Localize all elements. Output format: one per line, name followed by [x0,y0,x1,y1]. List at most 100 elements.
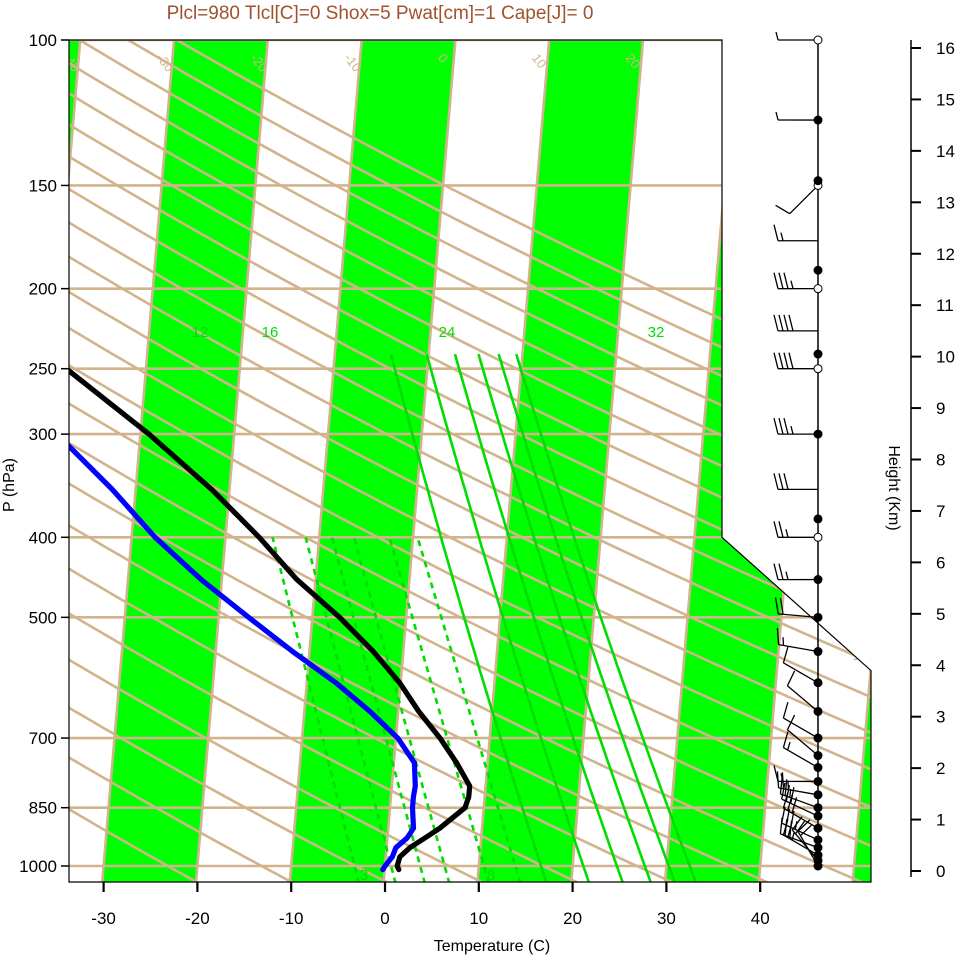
mixing-ratio-solid [515,353,698,882]
wind-barb [782,646,819,684]
mixing-ratio-dashed [271,536,361,882]
wind-barb [782,731,819,769]
plot-frame [68,39,872,883]
height-tick-label: 8 [936,451,945,470]
dry-adiabat-line [69,40,616,882]
wind-barb [773,314,819,332]
height-tick-label: 2 [936,759,945,778]
wind-barb [774,597,819,618]
wind-barb [773,473,818,491]
wind-level-dot [813,647,823,657]
x-tick-label: 20 [563,909,582,928]
isotherm-line [755,40,836,882]
height-tick-label: 13 [936,193,955,212]
mixing-ratio-solid [497,353,677,882]
temperature-band [288,40,459,882]
wind-barb [773,521,819,538]
dry-adiabat-line [69,40,871,882]
dry-adiabat-line [69,40,871,882]
wind-barb [773,765,819,783]
isotherm-line [849,40,871,882]
mixing-ratio-dashed [352,536,451,882]
wind-level-dot [813,850,823,860]
dry-adiabat-line [69,40,713,882]
y-axis-title: P (hPa) [1,458,18,512]
wind-level-dot [813,349,823,359]
y-tick-label: 250 [29,360,57,379]
wind-barb [775,31,818,41]
dry-adiabat-line [69,40,871,882]
wind-barb-column [773,31,823,871]
wind-level-dot [813,115,823,125]
wind-level-dot [813,265,823,275]
x-tick-label: -20 [185,909,210,928]
dry-adiabat-line [69,40,809,882]
dry-adiabat-label: 30 [724,114,751,141]
mixing-ratio-dashed [330,536,427,882]
wind-barb [773,417,819,435]
wind-level-dot [813,678,823,688]
x-tick-label: 40 [751,909,770,928]
mixing-ratio-label: 24 [439,324,456,341]
y-tick-label: 150 [29,176,57,195]
wind-barb [779,777,819,809]
isotherm-line [99,40,179,882]
wind-level-circle [813,364,823,374]
temperature-band [475,40,647,882]
wind-level-dot [813,612,823,622]
height-tick-label: 15 [936,90,955,109]
wind-barb [775,184,819,215]
wind-barb [775,111,819,121]
wind-level-dot [813,514,823,524]
wind-level-dot [813,776,823,786]
mixing-ratio-solid [453,353,625,882]
dry-adiabat-line [69,40,871,882]
mixing-ratio-label: 16 [262,324,279,341]
wind-barb [781,782,819,817]
dry-adiabat-line [69,40,423,882]
y-tick-label: 500 [29,608,57,627]
height-tick-label: 9 [936,399,945,418]
mixing-ratio-solid [425,353,591,882]
wind-barb [786,670,819,712]
mixing-ratio-solid [389,353,549,882]
mixing-ratio-label: 12 [192,324,209,341]
y-tick-label: 850 [29,799,57,818]
mixing-ratio-lines [271,353,698,882]
height-tick-label: 4 [936,656,945,675]
wind-level-dot [813,733,823,743]
wind-level-circle [813,532,823,542]
x-tick-label: 0 [380,909,389,928]
mixing-ratio-dashed [304,536,397,882]
chart-title: Plcl=980 Tlcl[C]=0 Shox=5 Pwat[cm]=1 Cap… [167,3,594,24]
sounding-traces [69,40,473,873]
x-axis-title: Temperature (C) [434,938,550,955]
height-tick-label: 14 [936,142,955,161]
wind-level-dot [813,823,823,833]
wind-level-dot [813,575,823,585]
x-tick-label: -10 [279,909,304,928]
wind-barb [781,806,819,841]
dry-adiabat-label: 10 [724,333,751,360]
height-tick-label: 11 [936,296,954,315]
wind-barb [773,352,819,370]
wind-level-dot [813,790,823,800]
wind-level-dot [813,751,823,761]
isotherm-line [474,40,554,882]
dry-adiabat-line [69,40,871,882]
wind-barb [779,817,819,849]
y-tick-label: 1000 [19,857,57,876]
isotherm-line [286,40,367,882]
height-axis-title: Height (Km) [885,445,902,530]
wind-barb [782,702,819,739]
wind-level-dot [813,835,823,845]
dry-adiabat-line [69,40,871,882]
y-tick-label: 400 [29,528,57,547]
x-tick-label: 10 [469,909,488,928]
dry-adiabat-line [69,40,871,882]
y-tick-label: 700 [29,729,57,748]
x-tick-label: 30 [657,909,676,928]
isotherm-line [945,2,961,900]
